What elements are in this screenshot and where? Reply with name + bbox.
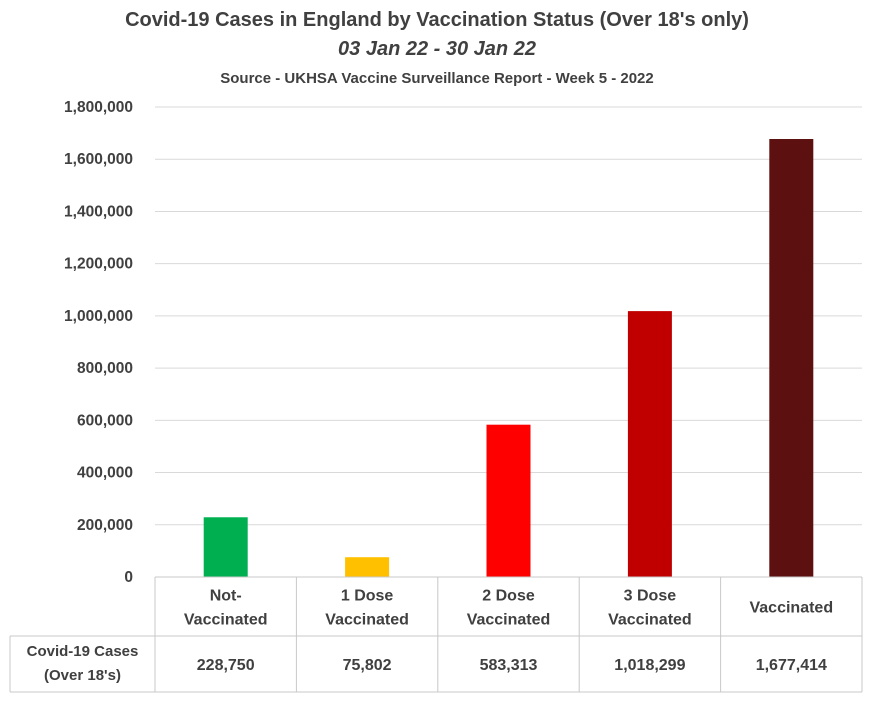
category-label: Vaccinated xyxy=(749,600,833,617)
y-tick-label: 400,000 xyxy=(77,465,133,482)
y-tick-label: 800,000 xyxy=(77,360,133,377)
data-label: 228,750 xyxy=(197,657,255,674)
bar xyxy=(486,424,531,577)
category-label: Not- xyxy=(210,588,242,605)
y-tick-label: 200,000 xyxy=(77,517,133,534)
gridlines xyxy=(155,106,862,526)
chart-subtitle: 03 Jan 22 - 30 Jan 22 xyxy=(338,38,536,60)
chart-source: Source - UKHSA Vaccine Surveillance Repo… xyxy=(220,70,654,87)
data-label: 583,313 xyxy=(480,657,538,674)
data-label: 1,018,299 xyxy=(614,657,685,674)
series-label: (Over 18's) xyxy=(44,667,121,684)
y-tick-label: 1,400,000 xyxy=(64,203,133,220)
y-tick-label: 600,000 xyxy=(77,412,133,429)
bar xyxy=(769,139,814,578)
chart-title: Covid-19 Cases in England by Vaccination… xyxy=(125,9,749,31)
category-label: Vaccinated xyxy=(325,612,409,629)
bar xyxy=(345,557,390,577)
bar xyxy=(203,517,248,577)
y-tick-label: 1,200,000 xyxy=(64,256,133,273)
y-tick-label: 1,800,000 xyxy=(64,99,133,116)
category-label: Vaccinated xyxy=(184,612,268,629)
category-label: Vaccinated xyxy=(608,612,692,629)
bar xyxy=(627,311,672,577)
category-label: 2 Dose xyxy=(482,588,535,605)
y-tick-label: 1,600,000 xyxy=(64,151,133,168)
data-table: Not- Vaccinated 228,750 1 Dose Vaccinated 75,… xyxy=(9,576,863,693)
data-label: 75,802 xyxy=(343,657,392,674)
series-label: Covid-19 Cases xyxy=(27,643,139,660)
y-axis-ticks: 0 200,000 400,000 600,000 800,000 1,000,000 1,… xyxy=(64,99,133,586)
y-tick-label: 1,000,000 xyxy=(64,308,133,325)
category-label: 3 Dose xyxy=(624,588,677,605)
data-label: 1,677,414 xyxy=(756,657,827,674)
bars xyxy=(203,139,814,578)
category-label: 1 Dose xyxy=(341,588,394,605)
category-label: Vaccinated xyxy=(467,612,551,629)
y-tick-label: 0 xyxy=(124,569,133,586)
